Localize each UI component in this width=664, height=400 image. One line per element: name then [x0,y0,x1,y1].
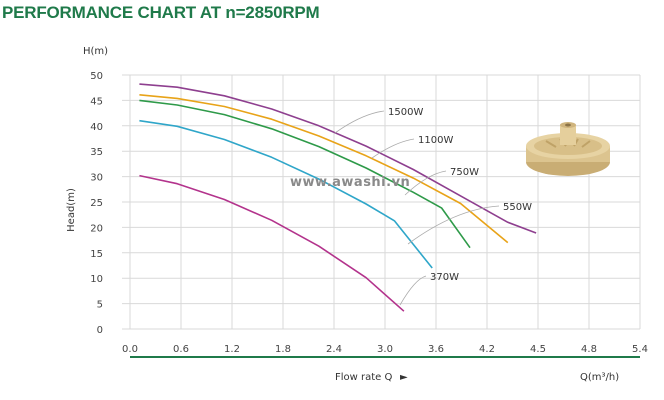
y-tick-label: 45 [90,96,103,107]
x-tick-label: 1.8 [275,344,291,355]
y-tick-label: 20 [90,223,103,234]
x-axis-arrow: ► [400,372,408,383]
y-tick-label: 35 [90,147,103,158]
y-tick-label: 5 [97,300,103,311]
x-tick-label: 4.2 [479,344,495,355]
y-axis-top-label: H(m) [83,46,108,57]
impeller-image [526,122,610,176]
series-line-750W [139,99,471,249]
series-callout-line [407,205,500,245]
watermark: www.awashi.vn [290,175,410,190]
x-tick-label: 5.4 [632,344,648,355]
page-title: PERFORMANCE CHART AT n=2850RPM [2,3,320,22]
series-line-1500W [139,83,537,234]
series-callout-line [399,275,427,306]
x-tick-label: 4.8 [581,344,597,355]
series-callout-line [334,110,385,134]
x-tick-label: 1.2 [224,344,240,355]
x-ticks: 0.0 0.6 1.2 1.8 2.4 3.0 3.6 4.2 4.5 4.8 5.4 [122,344,648,355]
x-tick-label: 0.0 [122,344,138,355]
series-label-550W: 550W [503,202,532,213]
series-label-1100W: 1100W [418,135,453,146]
y-axis-side-label: Head(m) [66,188,77,232]
series-line-1100W [139,94,509,244]
series-labels: 1500W 1100W 750W 550W 370W [334,107,532,306]
series-label-750W: 750W [450,167,479,178]
x-tick-label: 0.6 [173,344,189,355]
x-tick-label: 3.0 [377,344,393,355]
series-label-370W: 370W [430,272,459,283]
y-tick-label: 15 [90,249,103,260]
series-callout-line [371,138,415,159]
x-axis-label: Flow rate Q [335,372,392,383]
series-line-550W [139,119,433,269]
series-group [139,83,537,312]
y-tick-label: 50 [90,71,103,82]
series-label-1500W: 1500W [388,107,423,118]
x-tick-label: 2.4 [326,344,342,355]
y-tick-label: 25 [90,198,103,209]
y-ticks: 0 5 10 15 20 25 30 35 40 45 50 [90,71,103,336]
x-axis-unit: Q(m³/h) [580,372,619,383]
grid [122,74,641,330]
y-tick-label: 40 [90,122,103,133]
series-line-370W [139,174,405,312]
x-tick-label: 4.5 [530,344,546,355]
series-callout-line [404,170,447,196]
y-tick-label: 30 [90,173,103,184]
x-tick-label: 3.6 [428,344,444,355]
y-tick-label: 0 [97,325,103,336]
y-tick-label: 10 [90,274,103,285]
